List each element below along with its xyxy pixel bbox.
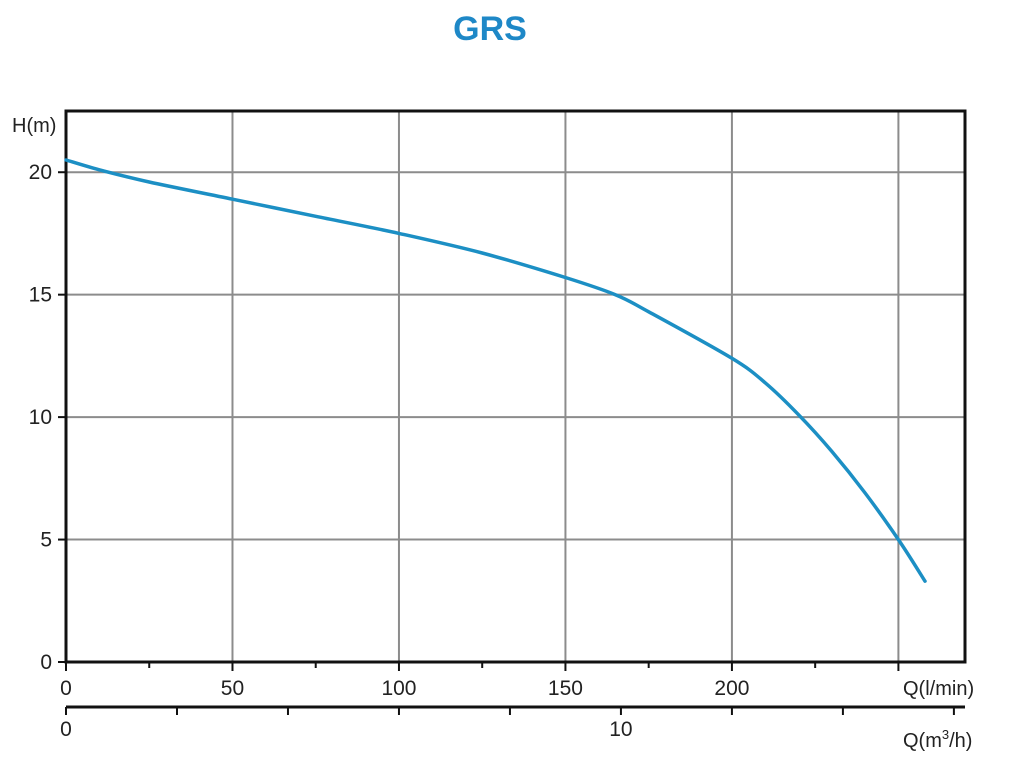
x-tick-label: 150 (548, 677, 583, 700)
chart-title: GRS (453, 10, 527, 48)
x2-axis-label-prefix: Q(m (903, 730, 942, 752)
plot-frame (64, 109, 967, 664)
y-tick-label: 10 (29, 406, 52, 429)
x-tick-label: 200 (714, 677, 749, 700)
y-tick-label: 0 (40, 651, 52, 674)
x-tick-label: 50 (221, 677, 244, 700)
y-tick-label: 5 (40, 529, 52, 552)
x2-tick-label: 10 (609, 718, 632, 741)
x2-axis-label-sup: 3 (942, 727, 949, 742)
x2-tick-label: 0 (60, 718, 72, 741)
x2-axis-label: Q(m3/h) (903, 727, 972, 752)
series-line (64, 158, 927, 583)
grid (66, 111, 965, 662)
y-axis-label: H(m) (12, 115, 56, 137)
x-tick-label: 100 (381, 677, 416, 700)
series (64, 158, 927, 583)
axis-ticks (58, 171, 965, 715)
y-tick-label: 20 (29, 161, 52, 184)
x2-axis-label-suffix: /h) (949, 730, 972, 752)
x-tick-label: 0 (60, 677, 72, 700)
y-tick-label: 15 (29, 284, 52, 307)
x-axis-label: Q(l/min) (903, 678, 974, 700)
